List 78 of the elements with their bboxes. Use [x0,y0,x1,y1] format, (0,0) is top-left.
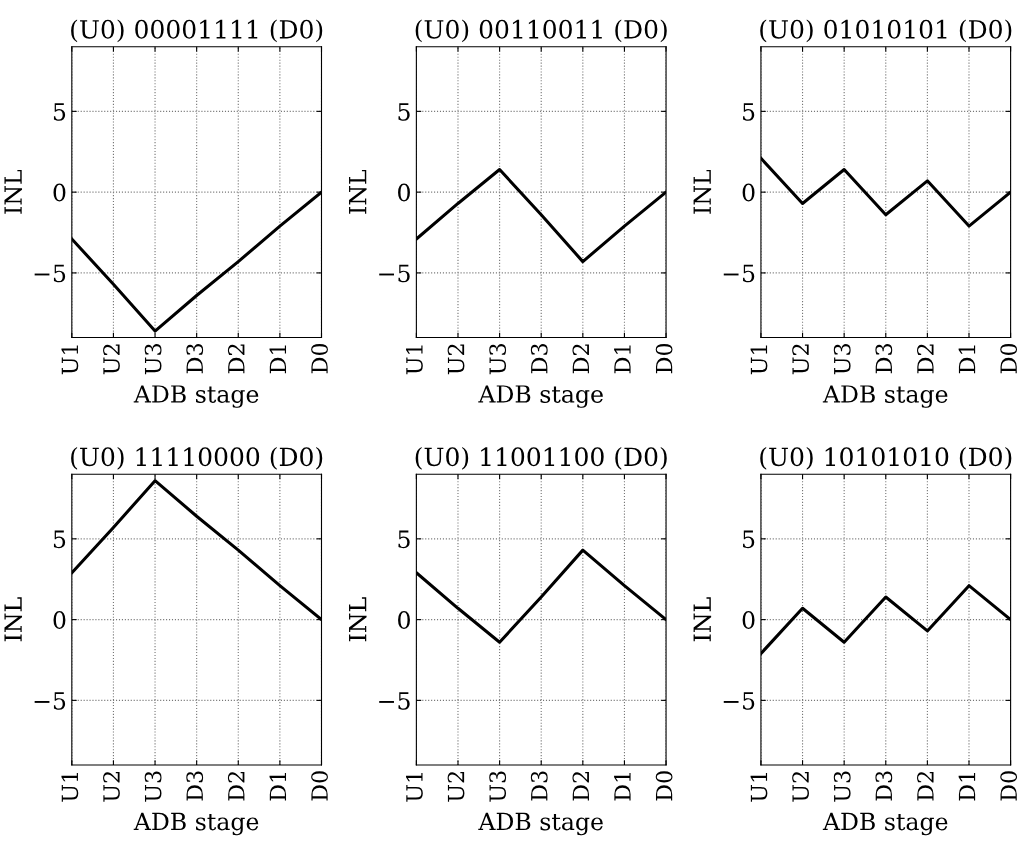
x-axis-title: ADB stage [133,385,259,408]
x-tick-label: D0 [1000,343,1018,374]
y-tick-label: −5 [34,692,66,710]
x-tick-label: U2 [447,772,465,802]
y-axis-title: INL [693,169,712,214]
chart-title: (U0) 00110011 (D0) [415,19,667,43]
x-tick-label: D2 [917,344,934,374]
x-tick-label: U2 [103,772,120,802]
y-axis-title: INL [4,169,23,214]
y-tick-label: 0 [742,611,755,629]
x-axis-title: ADB stage [478,385,603,408]
x-tick-label: U1 [406,773,423,802]
x-tick-label: D2 [917,772,934,801]
y-tick-label: 0 [742,183,755,202]
y-axis-title: INL [4,597,23,642]
y-tick-label: −5 [723,692,755,710]
x-tick-label: D1 [269,773,287,801]
x-tick-label: U3 [489,771,507,802]
x-tick-label: D2 [572,772,589,801]
y-tick-label: −5 [34,264,66,283]
x-tick-label: D1 [614,773,631,801]
x-tick-label: U3 [833,771,851,802]
x-tick-label: D0 [311,771,328,801]
x-tick-label: D3 [530,344,548,374]
chart-title: (U0) 11110000 (D0) [71,446,323,470]
x-tick-label: D2 [227,344,245,374]
y-tick-label: 5 [398,103,410,121]
chart-title: (U0) 10101010 (D0) [760,446,1012,470]
y-axis-title: INL [349,169,367,214]
y-axis-title: INL [693,597,712,642]
x-tick-label: U3 [833,344,851,375]
x-tick-label: D1 [958,773,976,801]
x-tick-label: D3 [875,344,893,374]
x-tick-label: D2 [227,772,245,801]
x-tick-label: D0 [655,771,673,801]
y-tick-label: 5 [53,103,66,121]
x-tick-label: U2 [447,344,465,375]
chart-title: (U0) 00001111 (D0) [71,19,323,43]
y-tick-label: −5 [379,692,410,710]
y-axis-title: INL [349,597,367,642]
x-tick-label: D3 [530,771,548,801]
y-tick-label: −5 [723,264,755,283]
x-tick-label: D2 [572,344,589,374]
x-axis-title: ADB stage [133,812,259,836]
chart-title: (U0) 01010101 (D0) [760,19,1012,43]
x-axis-title: ADB stage [822,385,948,408]
y-tick-label: 0 [398,183,410,202]
x-tick-label: D0 [311,343,328,374]
y-tick-label: 5 [743,530,755,549]
x-tick-label: D1 [269,345,287,374]
y-tick-label: 0 [53,183,66,202]
y-tick-label: −5 [379,264,410,283]
x-axis-title: ADB stage [822,812,948,836]
y-tick-label: 5 [53,530,66,549]
y-tick-label: 0 [398,611,410,629]
x-tick-label: U3 [144,771,162,802]
x-tick-label: D0 [655,343,673,374]
x-tick-label: U3 [489,344,507,375]
x-tick-label: U1 [750,345,768,375]
y-tick-label: 5 [398,530,410,549]
x-tick-label: U1 [61,773,79,802]
x-tick-label: U2 [792,344,809,375]
x-tick-label: D3 [186,344,204,374]
x-tick-label: D3 [186,771,204,801]
chart-title: (U0) 11001100 (D0) [415,446,667,470]
x-tick-label: D0 [1000,771,1018,801]
x-tick-label: U3 [144,344,162,375]
x-tick-label: D1 [958,345,976,374]
x-tick-label: U1 [750,773,768,802]
x-tick-label: U1 [61,345,79,375]
x-tick-label: D3 [875,771,893,801]
x-tick-label: U2 [792,772,809,802]
y-tick-label: 5 [743,103,755,121]
x-tick-label: U2 [103,344,120,375]
x-tick-label: U1 [406,345,423,375]
x-tick-label: D1 [614,345,631,374]
y-tick-label: 0 [53,611,66,629]
x-axis-title: ADB stage [478,812,603,836]
